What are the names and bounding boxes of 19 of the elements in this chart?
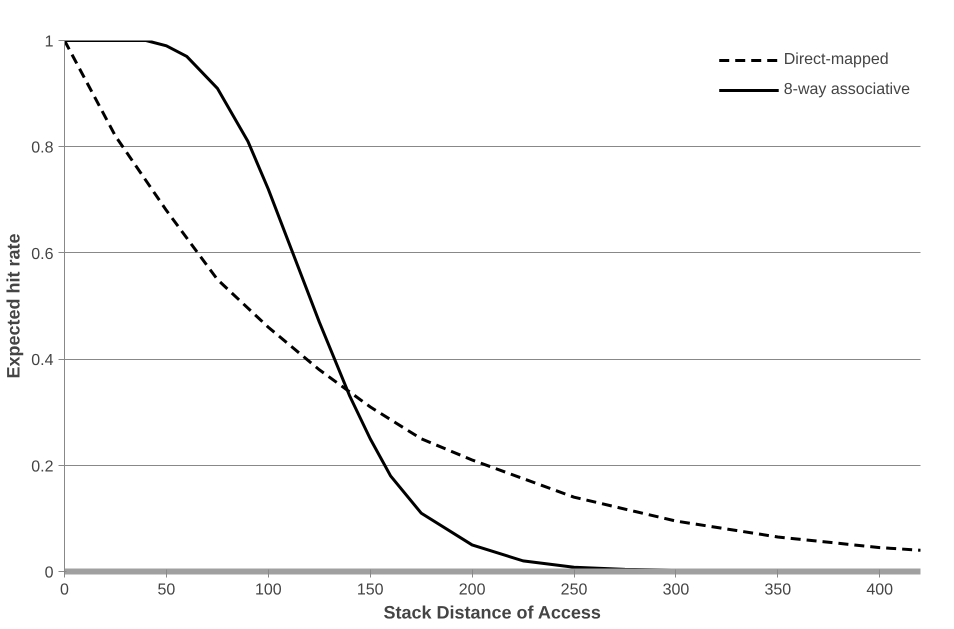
y-tick-label: 0.4 <box>31 352 54 370</box>
x-axis-title: Stack Distance of Access <box>383 602 601 622</box>
x-tick-label: 350 <box>764 582 792 598</box>
legend-label: 8-way associative <box>784 81 910 99</box>
x-tick-label: 50 <box>158 582 176 598</box>
x-tick-label: 0 <box>60 582 70 598</box>
x-tick-label: 400 <box>866 582 894 598</box>
y-tick-label: 0.6 <box>31 246 54 263</box>
x-tick-label: 250 <box>560 582 588 598</box>
y-axis-title: Expected hit rate <box>3 233 24 379</box>
y-tick-label: 1 <box>44 34 54 50</box>
y-tick-label: 0.8 <box>31 140 54 157</box>
x-tick-label: 300 <box>662 582 690 598</box>
legend-label: Direct-mapped <box>784 51 889 69</box>
x-tick-label: 200 <box>458 582 486 598</box>
y-tick-label: 0.2 <box>31 458 54 476</box>
x-tick-label: 100 <box>254 582 282 598</box>
y-tick-label: 0 <box>44 564 54 582</box>
x-tick-label: 150 <box>356 582 384 598</box>
